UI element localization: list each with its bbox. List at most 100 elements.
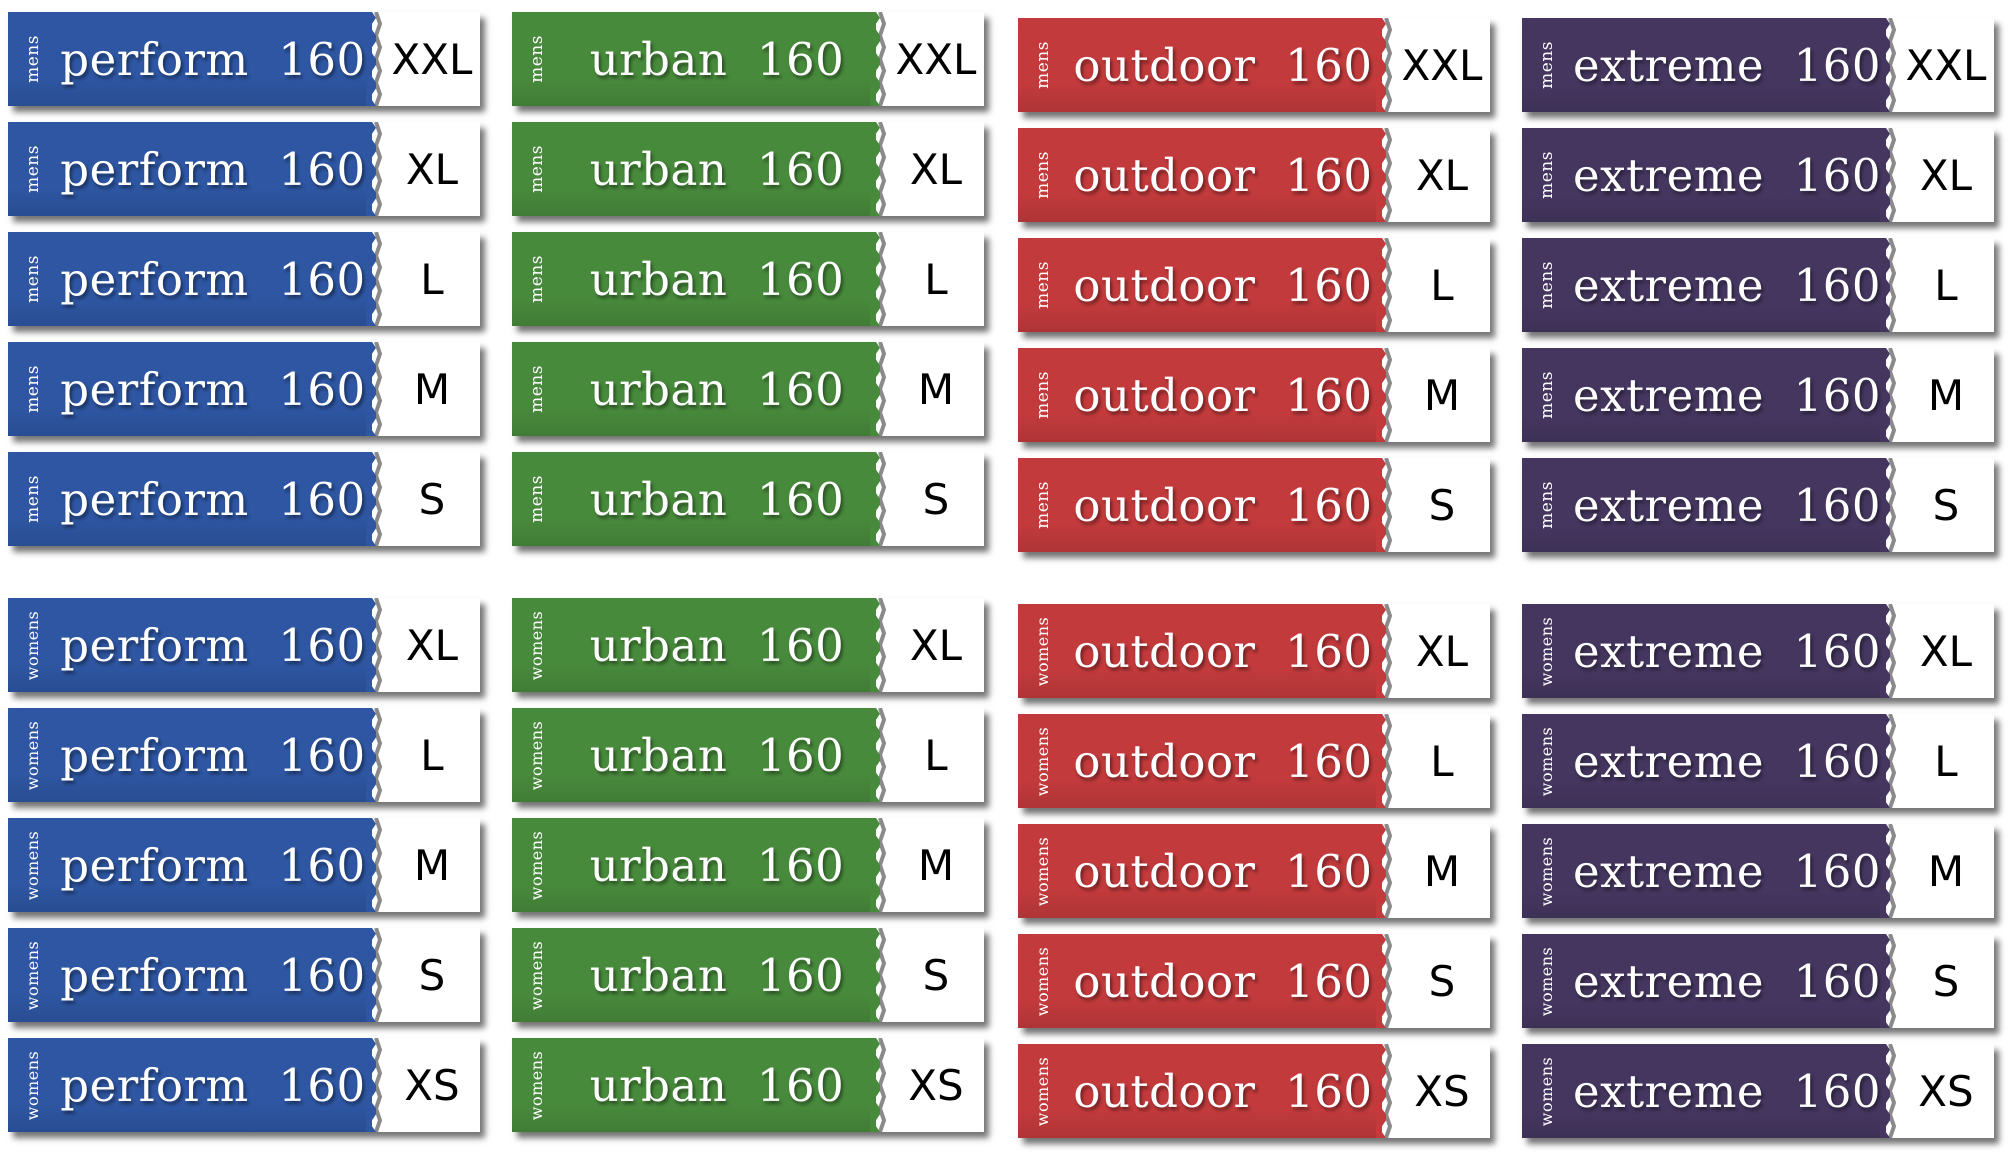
tag-color-band <box>512 12 874 106</box>
gender-text: mens <box>23 35 44 83</box>
torn-edge-divider <box>1376 714 1393 808</box>
gender-text: womens <box>527 720 547 790</box>
torn-edge-divider <box>1376 1044 1393 1138</box>
gender-label: mens <box>514 12 560 106</box>
torn-edge-divider <box>1880 458 1897 552</box>
gender-text: mens <box>23 475 44 523</box>
tag-color-band <box>1522 348 1884 442</box>
gender-text: mens <box>1537 261 1558 309</box>
size-tag: womens extreme 160 XL <box>1522 604 1994 698</box>
gender-label: womens <box>514 598 560 692</box>
gender-label: womens <box>10 928 56 1022</box>
tag-color-band <box>512 452 874 546</box>
tag-color-band <box>1522 934 1884 1028</box>
torn-edge-divider <box>1880 824 1897 918</box>
tag-color-band <box>512 598 874 692</box>
size-tag: womens extreme 160 L <box>1522 714 1994 808</box>
gender-text: womens <box>23 720 43 790</box>
gender-text: mens <box>1033 371 1054 419</box>
size-tag: mens perform 160 S <box>8 452 480 546</box>
gender-text: womens <box>23 610 43 680</box>
size-label: S <box>1932 956 1960 1006</box>
size-tag: mens urban 160 S <box>512 452 984 546</box>
size-label: XS <box>1918 1066 1974 1116</box>
torn-edge-divider <box>366 928 383 1022</box>
torn-edge-divider <box>1376 128 1393 222</box>
torn-edge-divider <box>366 452 383 546</box>
size-tag: mens urban 160 XXL <box>512 12 984 106</box>
gender-label: womens <box>1524 824 1570 918</box>
torn-edge-divider <box>1376 238 1393 332</box>
product-line-label: outdoor 160 <box>1073 734 1373 788</box>
size-tag: mens outdoor 160 S <box>1018 458 1490 552</box>
gender-label: mens <box>514 342 560 436</box>
gender-text: womens <box>1537 726 1557 796</box>
gender-text: womens <box>527 830 547 900</box>
gender-label: mens <box>1020 348 1066 442</box>
tag-color-band <box>8 342 370 436</box>
gender-label: mens <box>514 232 560 326</box>
gender-label: womens <box>514 928 560 1022</box>
gender-text: mens <box>527 145 548 193</box>
size-tag: mens extreme 160 XL <box>1522 128 1994 222</box>
tag-color-band <box>512 232 874 326</box>
gender-label: womens <box>10 1038 56 1132</box>
gender-text: mens <box>527 35 548 83</box>
product-line-label: perform 160 <box>60 728 366 782</box>
tag-color-band <box>1018 238 1380 332</box>
size-label: L <box>924 254 948 304</box>
tag-color-band <box>8 12 370 106</box>
size-tag: mens urban 160 XL <box>512 122 984 216</box>
torn-edge-divider <box>1880 238 1897 332</box>
tag-color-band <box>8 1038 370 1132</box>
product-line-label: perform 160 <box>60 1058 366 1112</box>
product-line-label: perform 160 <box>60 948 366 1002</box>
size-label: L <box>924 730 948 780</box>
product-line-label: extreme 160 <box>1572 258 1882 312</box>
size-label: L <box>420 254 444 304</box>
size-label: S <box>418 950 446 1000</box>
product-line-label: perform 160 <box>60 472 366 526</box>
gender-text: mens <box>1537 151 1558 199</box>
tag-color-band <box>8 928 370 1022</box>
size-tag: womens perform 160 XS <box>8 1038 480 1132</box>
tag-color-band <box>512 928 874 1022</box>
size-tag: womens urban 160 M <box>512 818 984 912</box>
product-line-label: outdoor 160 <box>1073 368 1373 422</box>
size-tag: mens perform 160 M <box>8 342 480 436</box>
size-label: XS <box>1414 1066 1470 1116</box>
product-line-label: urban 160 <box>589 728 845 782</box>
size-tag: womens outdoor 160 M <box>1018 824 1490 918</box>
gender-label: womens <box>1020 1044 1066 1138</box>
torn-edge-divider <box>1376 18 1393 112</box>
gender-text: womens <box>23 940 43 1010</box>
gender-text: womens <box>1537 1056 1557 1126</box>
product-line-label: outdoor 160 <box>1073 954 1373 1008</box>
tag-color-band <box>1018 18 1380 112</box>
tag-color-band <box>8 452 370 546</box>
size-tag: womens perform 160 M <box>8 818 480 912</box>
gender-label: womens <box>10 598 56 692</box>
gender-text: mens <box>1033 41 1054 89</box>
tag-color-band <box>8 232 370 326</box>
tag-color-band <box>8 598 370 692</box>
tag-color-band <box>1018 934 1380 1028</box>
product-line-label: urban 160 <box>589 32 845 86</box>
gender-text: womens <box>23 830 43 900</box>
size-label: S <box>1428 956 1456 1006</box>
gender-text: mens <box>23 255 44 303</box>
size-tag: mens outdoor 160 L <box>1018 238 1490 332</box>
product-line-label: perform 160 <box>60 252 366 306</box>
tag-color-band <box>512 122 874 216</box>
tag-color-band <box>8 818 370 912</box>
gender-text: mens <box>1033 261 1054 309</box>
gender-text: womens <box>527 610 547 680</box>
torn-edge-divider <box>366 598 383 692</box>
size-label: XXL <box>895 34 977 84</box>
tag-color-band <box>1018 824 1380 918</box>
product-line-label: outdoor 160 <box>1073 148 1373 202</box>
size-label: M <box>1423 370 1461 420</box>
product-line-label: urban 160 <box>589 252 845 306</box>
size-tag: womens extreme 160 S <box>1522 934 1994 1028</box>
